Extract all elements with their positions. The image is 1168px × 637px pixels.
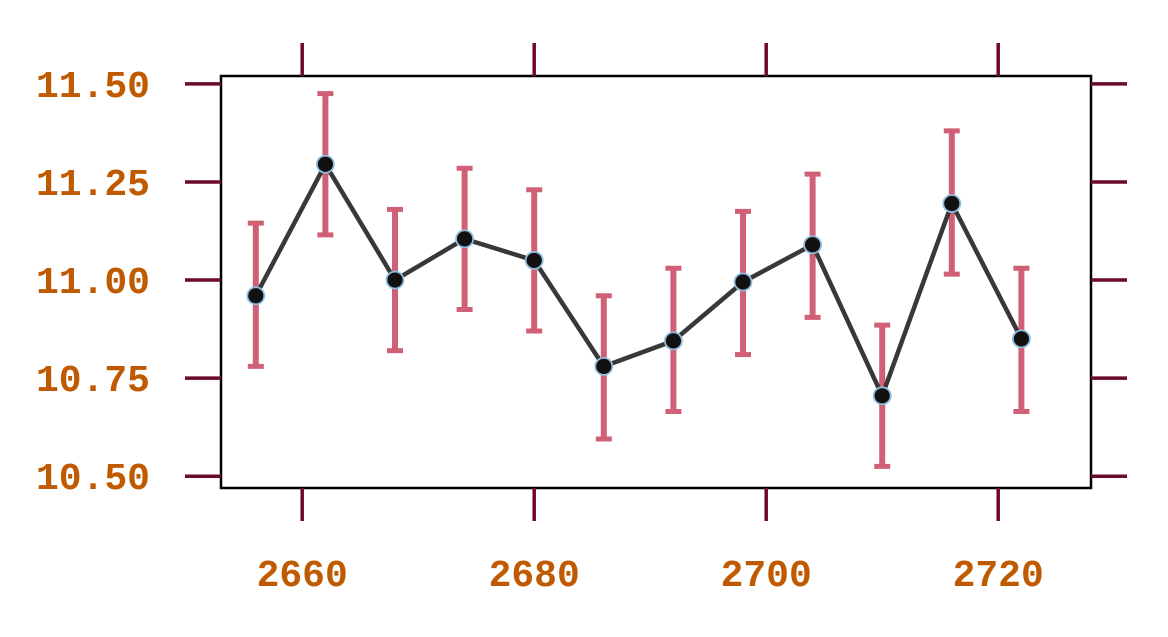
data-point: [664, 331, 683, 351]
data-point: [385, 270, 405, 290]
data-point: [803, 235, 822, 255]
data-point: [455, 229, 475, 249]
data-point: [246, 286, 266, 306]
data-markers: [246, 154, 1031, 406]
plot-frame: [219, 74, 1093, 490]
x-tick-label: 2660: [257, 555, 348, 598]
y-tick-label: 10.50: [36, 458, 150, 501]
data-point: [733, 272, 753, 292]
data-point: [942, 194, 962, 213]
data-point: [594, 356, 614, 376]
data-point: [315, 154, 335, 174]
data-point: [524, 251, 544, 270]
x-tick-label: 2720: [953, 555, 1044, 598]
x-tick-label: 2700: [721, 555, 812, 598]
y-tick-label: 11.50: [36, 66, 150, 109]
data-point: [1012, 329, 1031, 349]
y-tick-label: 11.25: [36, 164, 150, 207]
series-polyline: [253, 162, 1024, 399]
data-point: [872, 386, 892, 406]
y-tick-label: 10.75: [36, 360, 150, 403]
y-tick-label: 11.00: [36, 262, 150, 305]
series-line: [253, 162, 1024, 399]
axis-ticks: [185, 43, 1127, 521]
x-tick-label: 2680: [489, 555, 580, 598]
tick-labels: 2660 2680 2700 2720 10.50 10.75 11.00 11.25 11.5…: [36, 66, 1044, 598]
